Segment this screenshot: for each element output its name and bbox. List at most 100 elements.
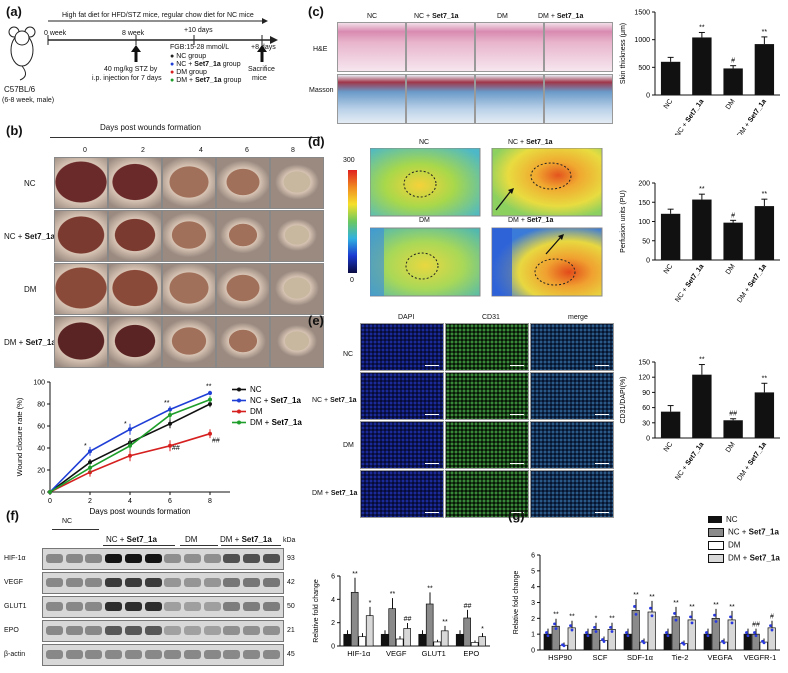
significance-label: ## xyxy=(212,438,220,445)
histo-col-nc-set: NC + Set7_1a xyxy=(414,13,459,20)
y-tick-label: 60 xyxy=(37,424,45,431)
y-tick-label: 3 xyxy=(531,600,535,607)
wound-photo xyxy=(108,263,162,315)
he-image xyxy=(337,22,406,72)
bar xyxy=(687,619,696,651)
if-row-nc: NC xyxy=(343,351,354,358)
wound-photo xyxy=(162,210,216,262)
blot-band xyxy=(46,650,63,659)
significance-label: ## xyxy=(404,616,412,623)
significance-label: * xyxy=(84,443,87,450)
legend-label: DM xyxy=(250,407,263,416)
wound-photo xyxy=(54,157,108,209)
significance-label: ## xyxy=(172,445,180,452)
significance-label: ** xyxy=(649,594,655,601)
blot-band xyxy=(46,626,63,635)
y-axis-label: Skin thickness (μm) xyxy=(620,23,627,84)
he-image xyxy=(475,22,544,72)
x-tick-label: DM xyxy=(725,441,737,454)
wound-photo xyxy=(162,316,216,368)
blot-band xyxy=(124,626,142,635)
blot-kda-label: 93 xyxy=(287,555,295,562)
he-image xyxy=(406,22,475,72)
diet-header: High fat diet for HFD/STZ mice, regular … xyxy=(62,12,254,19)
significance-label: ** xyxy=(699,357,705,364)
day-6: 6 xyxy=(245,147,249,154)
bar xyxy=(723,222,743,260)
x-tick-label: VEGFR-1 xyxy=(744,653,777,662)
data-point xyxy=(48,490,52,494)
ldpi-title-dm-set: DM + Set7_1a xyxy=(508,217,554,224)
wound-photo xyxy=(54,210,108,262)
blot-band xyxy=(243,554,260,563)
bar xyxy=(380,633,389,647)
x-tick-label: VEGFA xyxy=(707,653,732,662)
mrna-legend: NC NC + Set7_1a DM DM + Set7_1a xyxy=(708,516,780,563)
blot-protein-label: EPO xyxy=(4,627,19,634)
data-dot xyxy=(626,634,630,638)
bar xyxy=(433,641,442,647)
wound-photo xyxy=(216,210,270,262)
significance-label: ** xyxy=(442,619,448,626)
y-tick-label: 1 xyxy=(531,632,535,639)
bar xyxy=(663,633,672,651)
significance-label: ** xyxy=(569,614,575,621)
x-tick-label: DM xyxy=(725,98,737,111)
x-tick-label: NC + Set7_1a xyxy=(674,441,705,482)
blot-band xyxy=(262,650,280,659)
cd31-image xyxy=(445,470,529,518)
he-image xyxy=(544,22,613,72)
dapi-image xyxy=(360,421,444,469)
bar xyxy=(723,420,743,438)
histo-col-dm: DM xyxy=(497,13,508,20)
blot-band xyxy=(65,650,83,659)
y-axis-label: CD31/DAPI(%) xyxy=(620,376,627,423)
y-tick-label: 5 xyxy=(531,568,535,575)
histo-row-masson: Masson xyxy=(309,87,334,94)
data-point xyxy=(208,391,212,395)
blot-kda-label: 21 xyxy=(287,627,295,634)
blot-band xyxy=(65,578,83,587)
y-tick-label: 120 xyxy=(638,375,650,382)
bar xyxy=(463,617,472,647)
mouse-strain-sub: (6-8 week, male) xyxy=(2,97,55,104)
wound-photo xyxy=(216,157,270,209)
blot-band xyxy=(223,578,241,587)
day-4: 4 xyxy=(199,147,203,154)
blot-group-dm-set: DM + Set7_1a xyxy=(220,535,272,544)
blot-band xyxy=(203,554,221,563)
blot-band xyxy=(243,578,260,587)
blot-strip xyxy=(42,572,284,594)
data-point xyxy=(88,460,92,465)
if-row-dm-set: DM + Set7_1a xyxy=(312,490,358,497)
blot-band xyxy=(144,554,162,563)
merge-image xyxy=(530,470,614,518)
days-title: Days post wounds formation xyxy=(100,123,201,132)
data-point xyxy=(208,397,212,402)
week8-label: 8 week xyxy=(122,30,145,37)
x-tick-label: 2 xyxy=(88,498,92,505)
significance-label: ** xyxy=(633,592,639,599)
blot-band xyxy=(203,626,221,635)
bar xyxy=(692,199,712,260)
bar xyxy=(754,206,775,260)
x-tick-label: NC xyxy=(663,263,675,275)
ldpi-nc-set xyxy=(491,148,603,217)
data-dot xyxy=(754,634,758,638)
data-point xyxy=(88,470,92,475)
data-point xyxy=(168,421,172,426)
y-tick-label: 0 xyxy=(646,258,650,265)
bar xyxy=(754,392,775,438)
blot-band xyxy=(144,602,162,611)
fbg-label: FGB:15-28 mmol/L xyxy=(170,44,230,51)
significance-label: # xyxy=(770,614,774,621)
y-tick-label: 200 xyxy=(638,181,650,188)
significance-label: ** xyxy=(689,604,695,611)
cd31-image xyxy=(445,323,529,371)
bar xyxy=(583,633,592,651)
y-tick-label: 50 xyxy=(642,238,650,245)
blot-band xyxy=(46,578,63,587)
significance-label: ** xyxy=(762,29,768,36)
y-tick-label: 6 xyxy=(331,574,335,581)
data-point xyxy=(128,443,132,448)
